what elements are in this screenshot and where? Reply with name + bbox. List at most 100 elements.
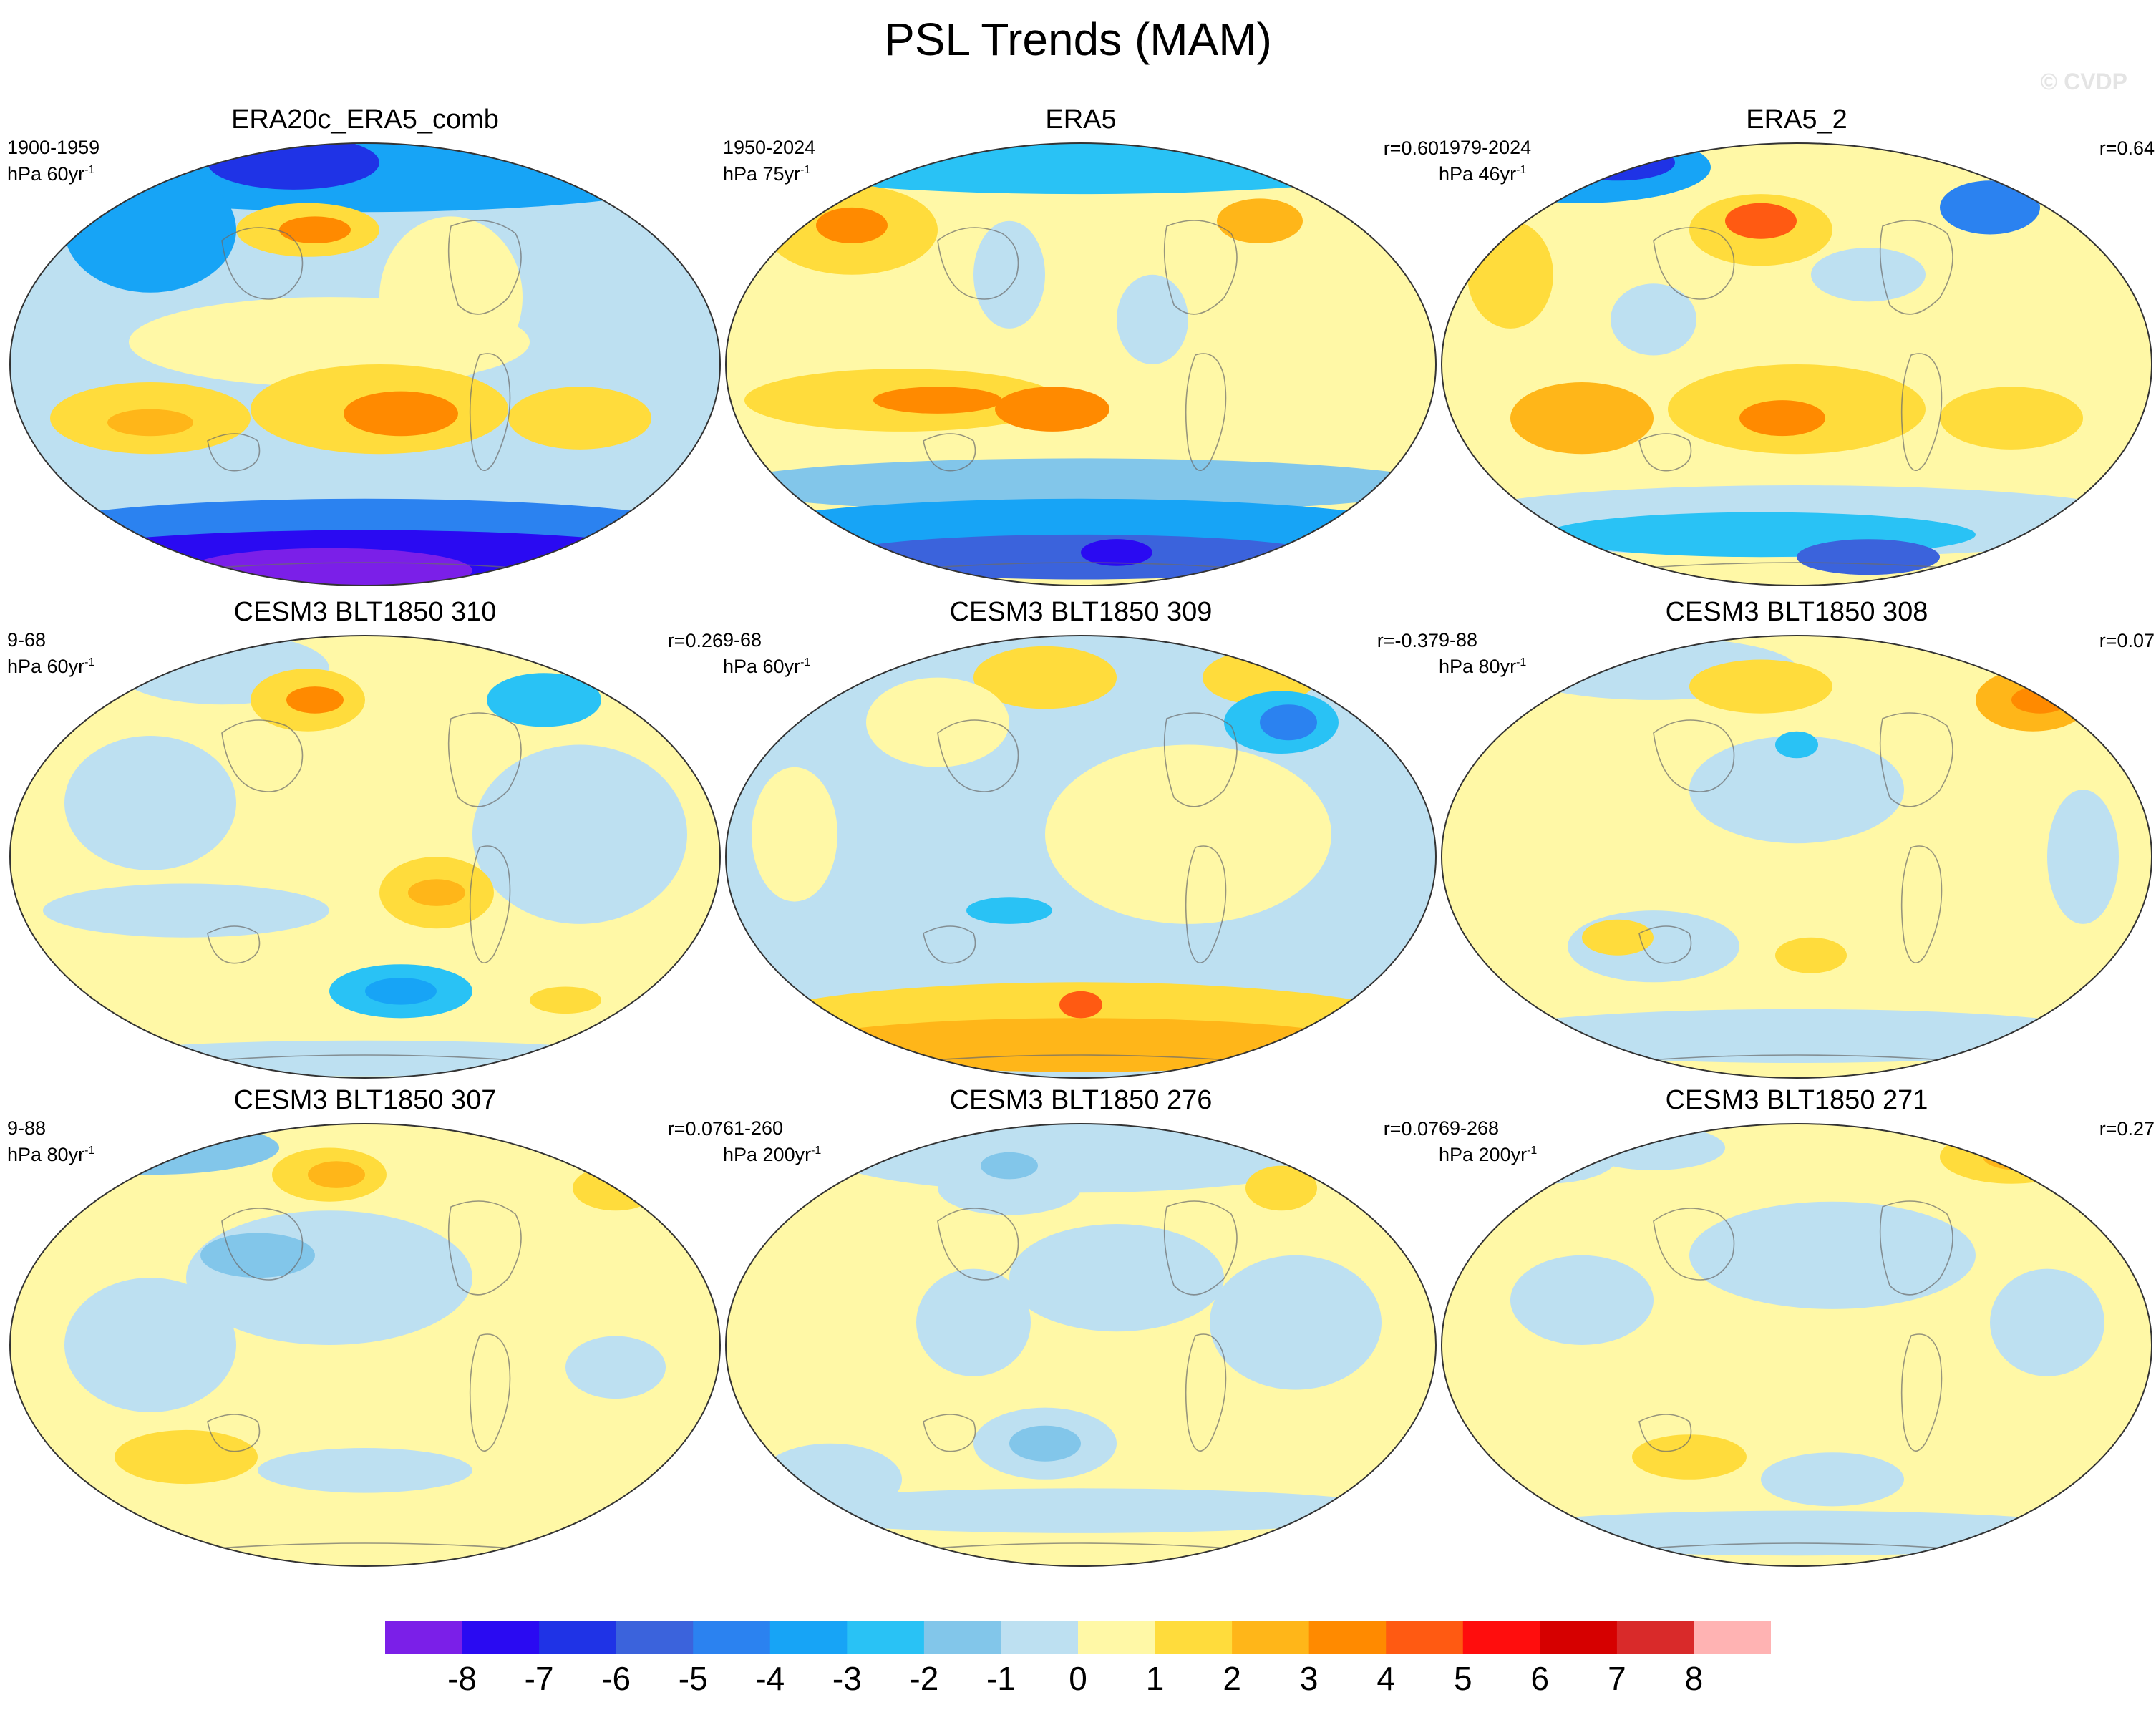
- panel-units: hPa 60yr-1: [7, 163, 95, 185]
- panel-period-units: 9-68 hPa 60yr-1: [7, 628, 94, 678]
- panel-units: hPa 46yr-1: [1439, 163, 1527, 185]
- trend-contour-region: [1689, 736, 1904, 844]
- trend-contour-region: [365, 978, 437, 1005]
- coastline: [207, 433, 261, 472]
- colorbar-tick-label: 6: [1530, 1660, 1550, 1697]
- colorbar-tick-label: -7: [524, 1660, 554, 1697]
- trend-contour-region: [1009, 1425, 1081, 1462]
- watermark: © CVDP: [2040, 69, 2127, 94]
- colorbar-tick-label: -6: [601, 1660, 631, 1697]
- coastline: [1900, 1333, 1943, 1452]
- trend-contour-region: [2011, 686, 2069, 714]
- trend-contour-region: [1582, 919, 1654, 956]
- panel-period-units: 9-68 hPa 60yr-1: [723, 628, 810, 678]
- panel-units: hPa 80yr-1: [1439, 656, 1527, 677]
- trend-contour-region: [43, 883, 329, 938]
- map-outline: [725, 635, 1437, 1079]
- trend-contour-region: [995, 387, 1109, 432]
- trend-contour-region: [873, 387, 1002, 414]
- trend-contour-region: [866, 677, 1009, 767]
- trend-contour-region: [286, 686, 344, 714]
- map-outline: [9, 1123, 721, 1567]
- colorbar-tick-label: -8: [447, 1660, 477, 1697]
- coastline: [923, 433, 976, 472]
- panel-units: hPa 75yr-1: [723, 163, 811, 185]
- trend-contour-region: [1940, 1129, 2083, 1184]
- map-panel-cesm3-307: CESM3 BLT1850 307 9-88 hPa 80yr-1 r=0.07: [7, 1085, 723, 1579]
- panel-period: 1950-2024: [723, 137, 816, 158]
- map-outline: [725, 1123, 1437, 1567]
- coastline: [1653, 719, 1735, 792]
- panel-period: 1900-1959: [7, 137, 100, 158]
- coastline: [221, 1208, 304, 1281]
- trend-contour-region: [43, 1510, 687, 1556]
- map-outline: [725, 142, 1437, 586]
- trend-contour-region: [344, 391, 458, 437]
- trend-contour-region: [1689, 659, 1832, 714]
- panel-period-units: 9-88 hPa 80yr-1: [1439, 628, 1526, 678]
- coastline: [221, 719, 304, 792]
- trend-contour-region: [1761, 1452, 1904, 1507]
- trend-contour-region: [1510, 1255, 1654, 1345]
- colorbar-swatch: [1001, 1621, 1079, 1654]
- trend-contour-region: [487, 673, 601, 727]
- coastline: [469, 353, 511, 471]
- coastline: [1879, 1200, 1953, 1296]
- trend-contour-region: [752, 767, 837, 902]
- trend-contour-region: [1467, 220, 1553, 329]
- colorbar-tick-label: 3: [1299, 1660, 1319, 1697]
- panel-period: 69-268: [1439, 1117, 1500, 1139]
- trend-contour-region: [1260, 704, 1317, 741]
- colorbar-tick-label: 7: [1608, 1660, 1626, 1697]
- map-field: [1441, 142, 2152, 586]
- colorbar-tick-label: 8: [1684, 1660, 1704, 1697]
- trend-contour-region: [830, 534, 1331, 580]
- trend-contour-region: [1009, 1224, 1224, 1332]
- panel-correlation: r=0.07: [1383, 1118, 1439, 1140]
- trend-contour-region: [916, 1268, 1031, 1376]
- trend-contour-region: [1990, 1268, 2104, 1376]
- trend-contour-region: [1739, 400, 1825, 437]
- colorbar-tick-label: 2: [1223, 1660, 1241, 1697]
- map-panel-cesm3-310: CESM3 BLT1850 310 9-68 hPa 60yr-1 r=0.26: [7, 597, 723, 1091]
- panel-correlation: r=0.27: [2099, 1118, 2155, 1140]
- coastline: [469, 845, 511, 963]
- trend-contour-region: [2047, 790, 2119, 924]
- colorbar-tick-label: -2: [909, 1660, 939, 1697]
- trend-contour-region: [1475, 1510, 2119, 1556]
- panel-period: 61-260: [723, 1117, 784, 1139]
- trend-contour-region: [1245, 1165, 1317, 1211]
- trend-contour-region: [200, 1233, 315, 1278]
- panel-period-units: 1900-1959 hPa 60yr-1: [7, 136, 99, 185]
- trend-contour-region: [530, 986, 601, 1014]
- trend-contour-region: [64, 167, 236, 293]
- coastline: [207, 1414, 261, 1452]
- coastline: [447, 220, 522, 315]
- coastline: [1653, 1208, 1735, 1281]
- colorbar-swatch: [1462, 1621, 1540, 1654]
- colorbar-labels: -8 -7 -6 -5 -4 -3 -2 -1 0 1 2 3 4 5 6 7 8: [385, 1659, 1771, 1702]
- coastline: [1185, 1333, 1227, 1452]
- panel-title: CESM3 BLT1850 276: [949, 1085, 1213, 1115]
- panel-correlation: r=0.07: [667, 1118, 723, 1140]
- trend-contour-region: [1210, 1255, 1382, 1390]
- coastline: [1900, 353, 1943, 471]
- trend-contour-region: [973, 646, 1117, 709]
- trend-contour-region: [1983, 1143, 2054, 1170]
- panel-title: CESM3 BLT1850 309: [949, 597, 1213, 627]
- coastline: [1163, 1200, 1238, 1296]
- panel-title: CESM3 BLT1850 308: [1665, 597, 1928, 627]
- trend-contour-region: [816, 207, 888, 243]
- coastline: [1163, 220, 1238, 315]
- trend-contour-region: [795, 1018, 1367, 1072]
- trend-contour-region: [107, 409, 193, 437]
- trend-contour-region: [279, 216, 351, 243]
- panel-correlation: r=0.64: [2099, 137, 2155, 159]
- trend-contour-region: [759, 1443, 902, 1515]
- trend-contour-region: [726, 458, 1436, 512]
- panel-title: CESM3 BLT1850 310: [233, 597, 497, 627]
- panel-correlation: r=-0.37: [1376, 630, 1439, 651]
- map-field: [1441, 1123, 2152, 1567]
- panel-correlation: r=0.07: [2099, 630, 2155, 651]
- trend-contour-region: [938, 1161, 1081, 1215]
